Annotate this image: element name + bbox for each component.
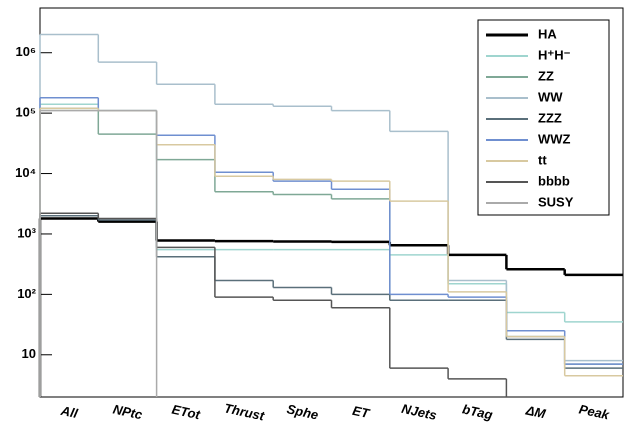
x-tick-label: Peak (578, 401, 612, 422)
y-tick-label: 10⁶ (16, 44, 36, 59)
x-tick-label: NPtc (112, 402, 145, 423)
legend-label: WW (538, 89, 563, 104)
y-tick-label: 10² (17, 286, 36, 301)
x-tick-label: All (59, 403, 80, 421)
legend-label: bbbb (538, 173, 570, 188)
y-tick-label: 10 (22, 346, 36, 361)
x-tick-label: bTag (461, 401, 494, 422)
x-tick-label: ETot (171, 402, 203, 423)
x-tick-label: NJets (400, 401, 438, 423)
legend-label: WWZ (538, 131, 571, 146)
y-tick-label: 10⁵ (15, 105, 36, 120)
legend-label: tt (538, 152, 547, 167)
x-tick-label: ET (351, 403, 371, 421)
x-tick-label: Thrust (223, 400, 266, 423)
x-tick-label: Sphe (285, 401, 319, 422)
y-tick-label: 10⁴ (15, 165, 36, 180)
x-tick-label: ΔM (524, 402, 548, 421)
legend-label: ZZ (538, 68, 554, 83)
legend-label: SUSY (538, 194, 574, 209)
legend-label: HA (538, 26, 557, 41)
y-tick-label: 10³ (17, 225, 36, 240)
legend-label: ZZZ (538, 110, 562, 125)
legend-label: H⁺H⁻ (538, 47, 571, 62)
